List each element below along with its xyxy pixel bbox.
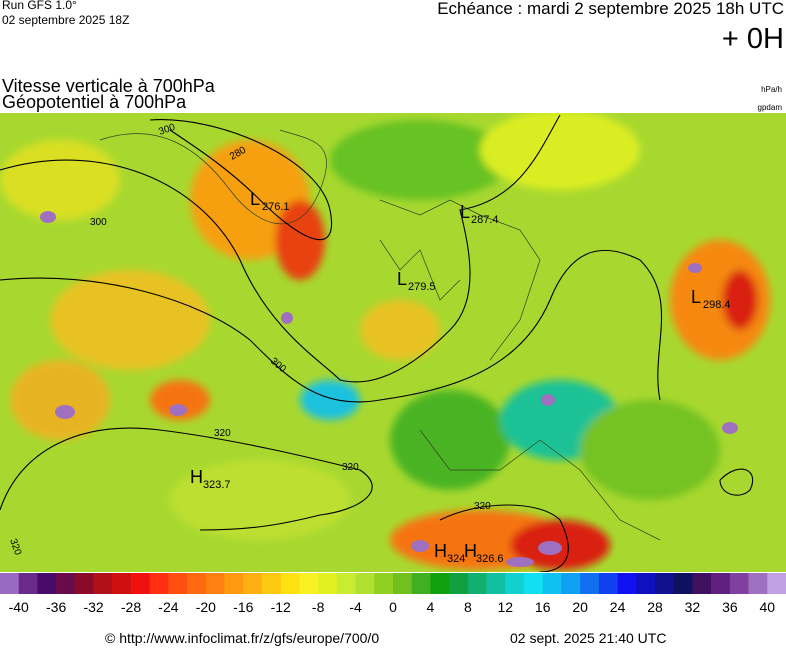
legend-swatch	[692, 573, 712, 594]
legend-tick-label: -8	[312, 599, 325, 615]
legend-swatch	[636, 573, 656, 594]
legend-swatch	[168, 573, 188, 594]
legend-swatch	[149, 573, 169, 594]
legend-swatch	[729, 573, 749, 594]
legend-swatch	[505, 573, 525, 594]
timestamp: 02 sept. 2025 21:40 UTC	[510, 630, 666, 646]
unit: hPa/h	[761, 85, 782, 94]
legend-swatch	[411, 573, 431, 594]
legend-swatch	[187, 573, 207, 594]
legend-swatch	[318, 573, 338, 594]
legend-tick-label: -36	[46, 599, 66, 615]
legend-tick-label: 8	[464, 599, 472, 615]
title: Vitesse verticale à 700hPa	[2, 76, 216, 96]
legend-swatch	[262, 573, 282, 594]
legend-swatch	[561, 573, 581, 594]
legend-tick-label: 28	[647, 599, 663, 615]
legend-swatch	[617, 573, 637, 594]
legend-tick-label: 0	[389, 599, 397, 615]
center-value: 279.5	[408, 281, 436, 293]
contour-label: 320	[474, 501, 491, 512]
legend-tick-label: 16	[535, 599, 551, 615]
valid-time: Echéance : mardi 2 septembre 2025 18h UT…	[437, 0, 784, 18]
legend-swatch	[112, 573, 132, 594]
legend-tick-label: -28	[121, 599, 141, 615]
legend-swatch	[393, 573, 413, 594]
legend-swatch	[580, 573, 600, 594]
title: Géopotentiel à 700hPa	[2, 92, 187, 112]
contour-label: 320	[342, 462, 359, 473]
legend-swatch	[430, 573, 450, 594]
unit: gpdam	[758, 103, 783, 112]
offset: + 0H	[722, 23, 784, 55]
legend-swatch	[243, 573, 263, 594]
run-date: 02 septembre 2025 18Z	[2, 13, 129, 27]
center-value: 324	[447, 553, 465, 565]
legend-swatch	[673, 573, 693, 594]
legend-swatch	[655, 573, 675, 594]
legend-tick-label: -12	[271, 599, 291, 615]
center-value: 298.4	[703, 299, 731, 311]
legend-swatch	[131, 573, 151, 594]
center-kind: 287.4	[471, 214, 499, 226]
legend-swatch	[355, 573, 375, 594]
legend-swatch	[542, 573, 562, 594]
legend-tick-label: -24	[158, 599, 178, 615]
legend-swatch	[374, 573, 394, 594]
legend-tick-label: 32	[685, 599, 701, 615]
center-value: 326.6	[476, 553, 504, 565]
contour-label: 320	[214, 428, 231, 439]
legend-swatch	[299, 573, 319, 594]
legend-swatch	[748, 573, 768, 594]
source-url: © http://www.infoclimat.fr/z/gfs/europe/…	[105, 630, 379, 646]
contour-label: 300	[90, 217, 107, 228]
legend-swatch	[56, 573, 76, 594]
legend-swatch	[449, 573, 469, 594]
legend: -40 -36 -32 -28 -24 -20 -16 -12 -8 -4 0 4 8 12 16 20 24 2…	[0, 573, 786, 615]
legend-swatch	[767, 573, 786, 594]
legend-swatch	[74, 573, 94, 594]
legend-swatch	[205, 573, 225, 594]
center-kind: H	[434, 541, 447, 561]
legend-swatch	[0, 573, 20, 594]
legend-swatch	[486, 573, 506, 594]
legend-tick-label: 20	[572, 599, 588, 615]
legend-tick-label: 36	[722, 599, 738, 615]
center-kind: L	[460, 202, 470, 222]
legend-swatch	[37, 573, 57, 594]
legend-tick-label: -20	[196, 599, 216, 615]
legend-tick-label: -40	[9, 599, 29, 615]
legend-tick-label: 4	[427, 599, 435, 615]
legend-swatch	[224, 573, 244, 594]
center-value: 323.7	[203, 479, 231, 491]
legend-tick-label: 12	[497, 599, 513, 615]
legend-tick-label: -32	[83, 599, 103, 615]
legend-swatch	[524, 573, 544, 594]
center-value: 276.1	[262, 201, 290, 213]
legend-tick-label: -16	[233, 599, 253, 615]
legend-swatch	[598, 573, 618, 594]
center-kind: L	[250, 189, 260, 209]
center-kind: H	[464, 541, 477, 561]
legend-swatch	[336, 573, 356, 594]
legend-tick-label: 40	[759, 599, 775, 615]
legend-swatch	[467, 573, 487, 594]
legend-swatch	[18, 573, 38, 594]
center-kind: H	[190, 467, 203, 487]
legend-swatch	[93, 573, 113, 594]
map: 300 280 300 300 320 320 320 320 L 276.1 …	[0, 113, 786, 572]
center-kind: L	[397, 269, 407, 289]
legend-swatch	[711, 573, 731, 594]
center-kind: L	[691, 287, 701, 307]
legend-tick-label: -4	[349, 599, 362, 615]
centers: L 276.1 L 287.4 L 279.5 L 298.4 H 323.7 …	[190, 189, 731, 565]
legend-swatch	[280, 573, 300, 594]
run: Run GFS 1.0°	[2, 0, 77, 12]
legend-tick-label: 24	[610, 599, 626, 615]
